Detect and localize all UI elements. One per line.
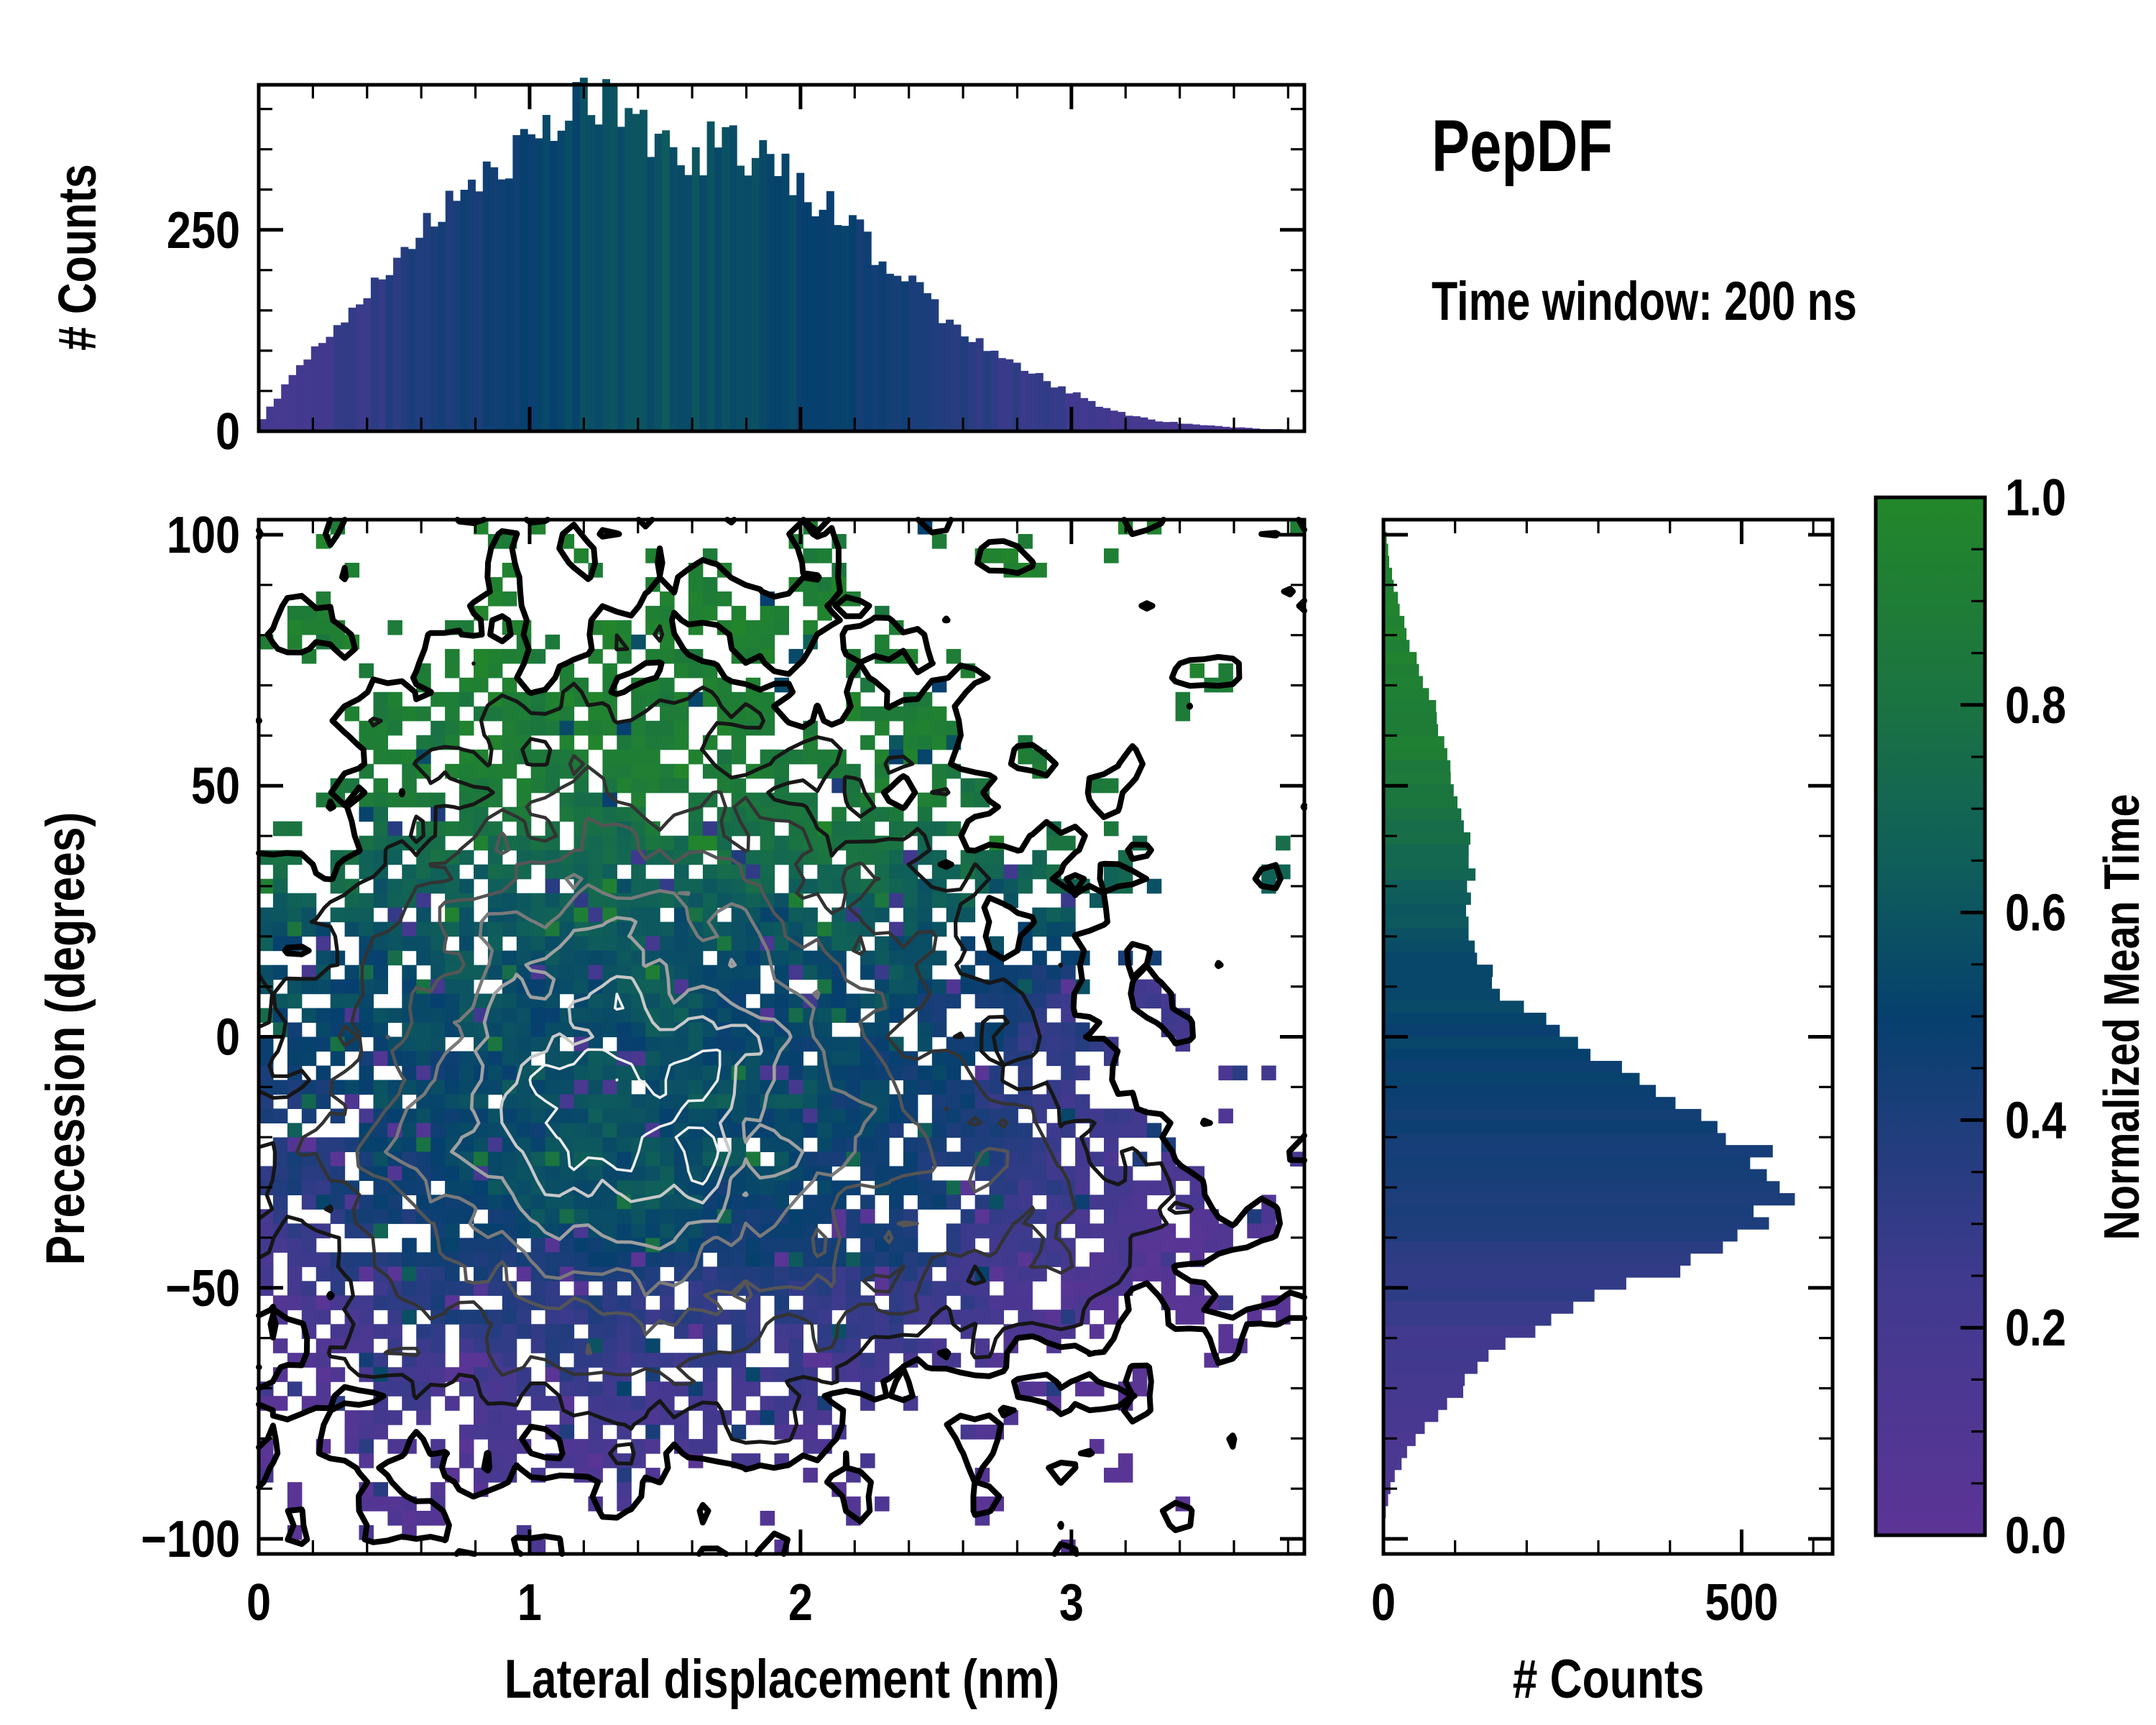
tick-label: 1.0 [2005,469,2066,527]
tick-label: 0.2 [2005,1300,2066,1358]
axes [257,83,1985,1556]
contour-level-5 [450,916,805,1251]
tick-label: 2 [788,1574,813,1632]
top-hist-frame [257,83,1307,433]
contour-level-3 [355,816,1010,1356]
main-ylabel: Precession (degrees) [35,811,96,1266]
main-xlabel: Lateral displacement (nm) [504,1649,1060,1710]
tick-label: 100 [167,507,240,564]
right-histogram-bars [1383,520,1795,1555]
tick-label: 0 [247,1574,271,1632]
tick-label: 0.6 [2005,885,2066,942]
colorbar [1874,495,1987,1537]
contour-level-2 [295,754,1077,1386]
contour-level-7 [528,993,722,1186]
tick-label: 0 [1371,1574,1396,1632]
tick-label: 0.0 [2005,1507,2066,1565]
tick-label: 0.4 [2005,1092,2066,1150]
tick-label: 0.8 [2005,677,2066,735]
contour-level-1 [257,624,1194,1466]
plot-subtitle: Time window: 200 ns [1432,271,1857,332]
tick-label: 50 [191,758,240,816]
tick-label: 0 [216,403,240,461]
tick-label: 0 [216,1009,240,1067]
right-hist-xlabel: # Counts [1512,1649,1705,1710]
contour-level-4 [383,873,877,1297]
tick-label: −50 [165,1260,240,1317]
top-histogram-bars [259,78,1305,432]
plot-title: PepDF [1432,105,1613,187]
colorbar-label: Normalized Mean Time [2093,794,2150,1241]
tick-label: 500 [1705,1574,1778,1632]
tick-label: −100 [141,1511,240,1568]
density-contours [256,517,1307,1557]
contour-level-6 [499,975,763,1205]
tick-label: 250 [167,202,240,259]
top-hist-ylabel: # Counts [47,164,107,351]
tick-label: 1 [517,1574,542,1632]
tick-label: 3 [1059,1574,1084,1632]
